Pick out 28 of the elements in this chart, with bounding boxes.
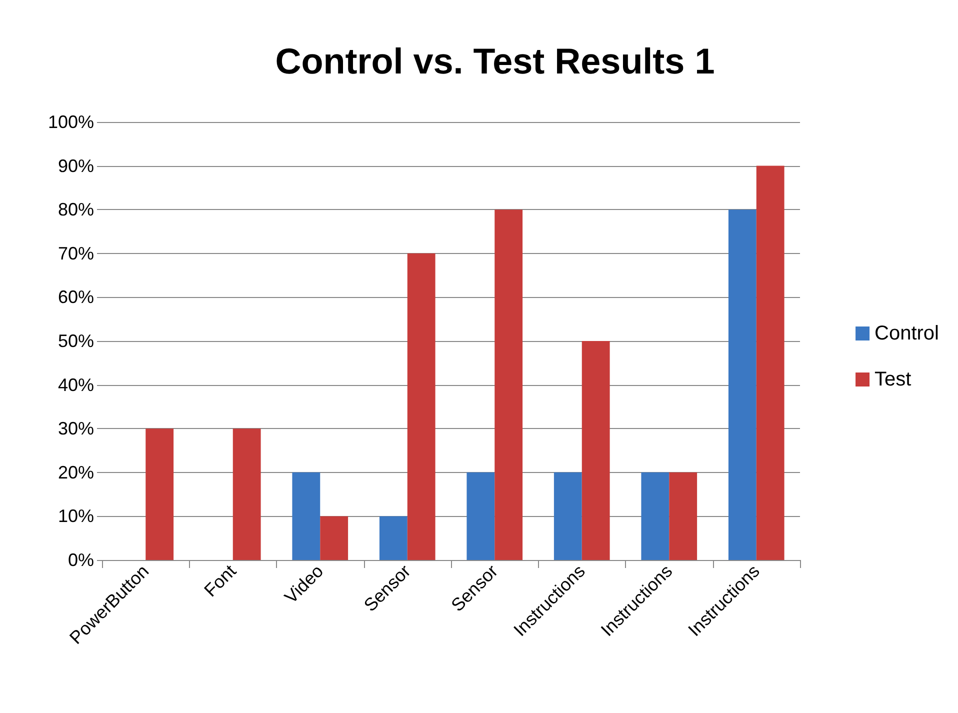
- y-tick-label: 60%: [58, 287, 94, 308]
- y-tick-label: 0%: [68, 550, 94, 570]
- bar: [756, 166, 784, 560]
- y-tick-label: 100%: [48, 112, 94, 132]
- bar: [320, 516, 348, 560]
- legend-label: Control: [874, 322, 940, 344]
- y-tick-label: 70%: [58, 243, 94, 264]
- y-tick-label: 90%: [58, 156, 94, 176]
- bar: [146, 428, 174, 560]
- chart-title: Control vs. Test Results 1: [275, 40, 715, 82]
- y-tick-label: 20%: [58, 462, 94, 482]
- bar: [641, 472, 670, 560]
- y-tick-label: 80%: [58, 200, 94, 220]
- y-tick-label: 40%: [58, 374, 94, 395]
- bar: [466, 472, 495, 560]
- bar: [582, 341, 610, 560]
- bar: [407, 253, 436, 560]
- y-tick-label: 50%: [58, 331, 94, 351]
- bar: [494, 210, 523, 560]
- bar: [728, 210, 756, 560]
- bar: [232, 428, 261, 560]
- bar: [292, 472, 320, 560]
- legend-label: Test: [874, 368, 912, 390]
- y-tick-label: 10%: [58, 506, 94, 526]
- y-tick-label: 30%: [58, 418, 94, 439]
- bar: [669, 472, 698, 560]
- bar: [379, 516, 408, 560]
- bar: [554, 472, 582, 560]
